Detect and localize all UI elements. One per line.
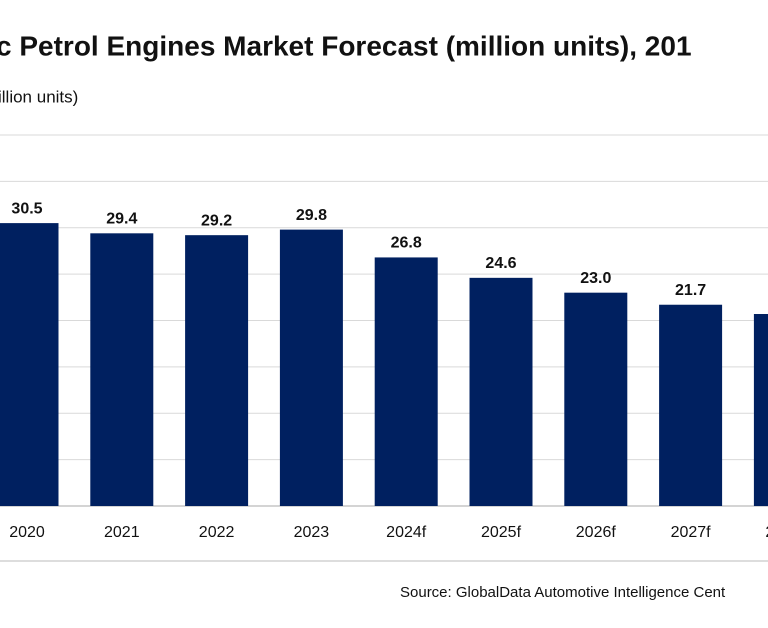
bar [469, 277, 533, 506]
bar [753, 314, 768, 506]
x-tick-label: 2022 [199, 524, 235, 541]
x-tick-label: 2028f [765, 524, 768, 541]
bar [279, 229, 343, 507]
bar [90, 233, 154, 506]
value-label: 26.8 [391, 235, 422, 252]
value-label: 21.7 [675, 282, 706, 299]
bar [564, 292, 628, 506]
bar [374, 257, 438, 506]
value-label: 23.0 [580, 270, 611, 287]
chart-subtitle: illion units) [0, 87, 78, 106]
x-tick-label: 2021 [104, 524, 140, 541]
x-tick-label: 2026f [576, 524, 617, 541]
value-label: 29.4 [106, 211, 137, 228]
value-label: 30.5 [11, 200, 42, 217]
source-note: Source: GlobalData Automotive Intelligen… [400, 584, 726, 601]
chart-title: c Petrol Engines Market Forecast (millio… [0, 30, 692, 61]
x-tick-label: 2024f [386, 524, 427, 541]
x-tick-label: 2020 [9, 524, 45, 541]
bar [659, 304, 723, 506]
value-label: 29.8 [296, 207, 327, 224]
bar [185, 235, 249, 507]
value-label: 29.2 [201, 212, 232, 229]
bar [0, 223, 59, 507]
x-tick-label: 2025f [481, 524, 522, 541]
x-tick-label: 2023 [294, 524, 330, 541]
x-tick-label: 2027f [671, 524, 712, 541]
value-label: 24.6 [485, 255, 516, 272]
